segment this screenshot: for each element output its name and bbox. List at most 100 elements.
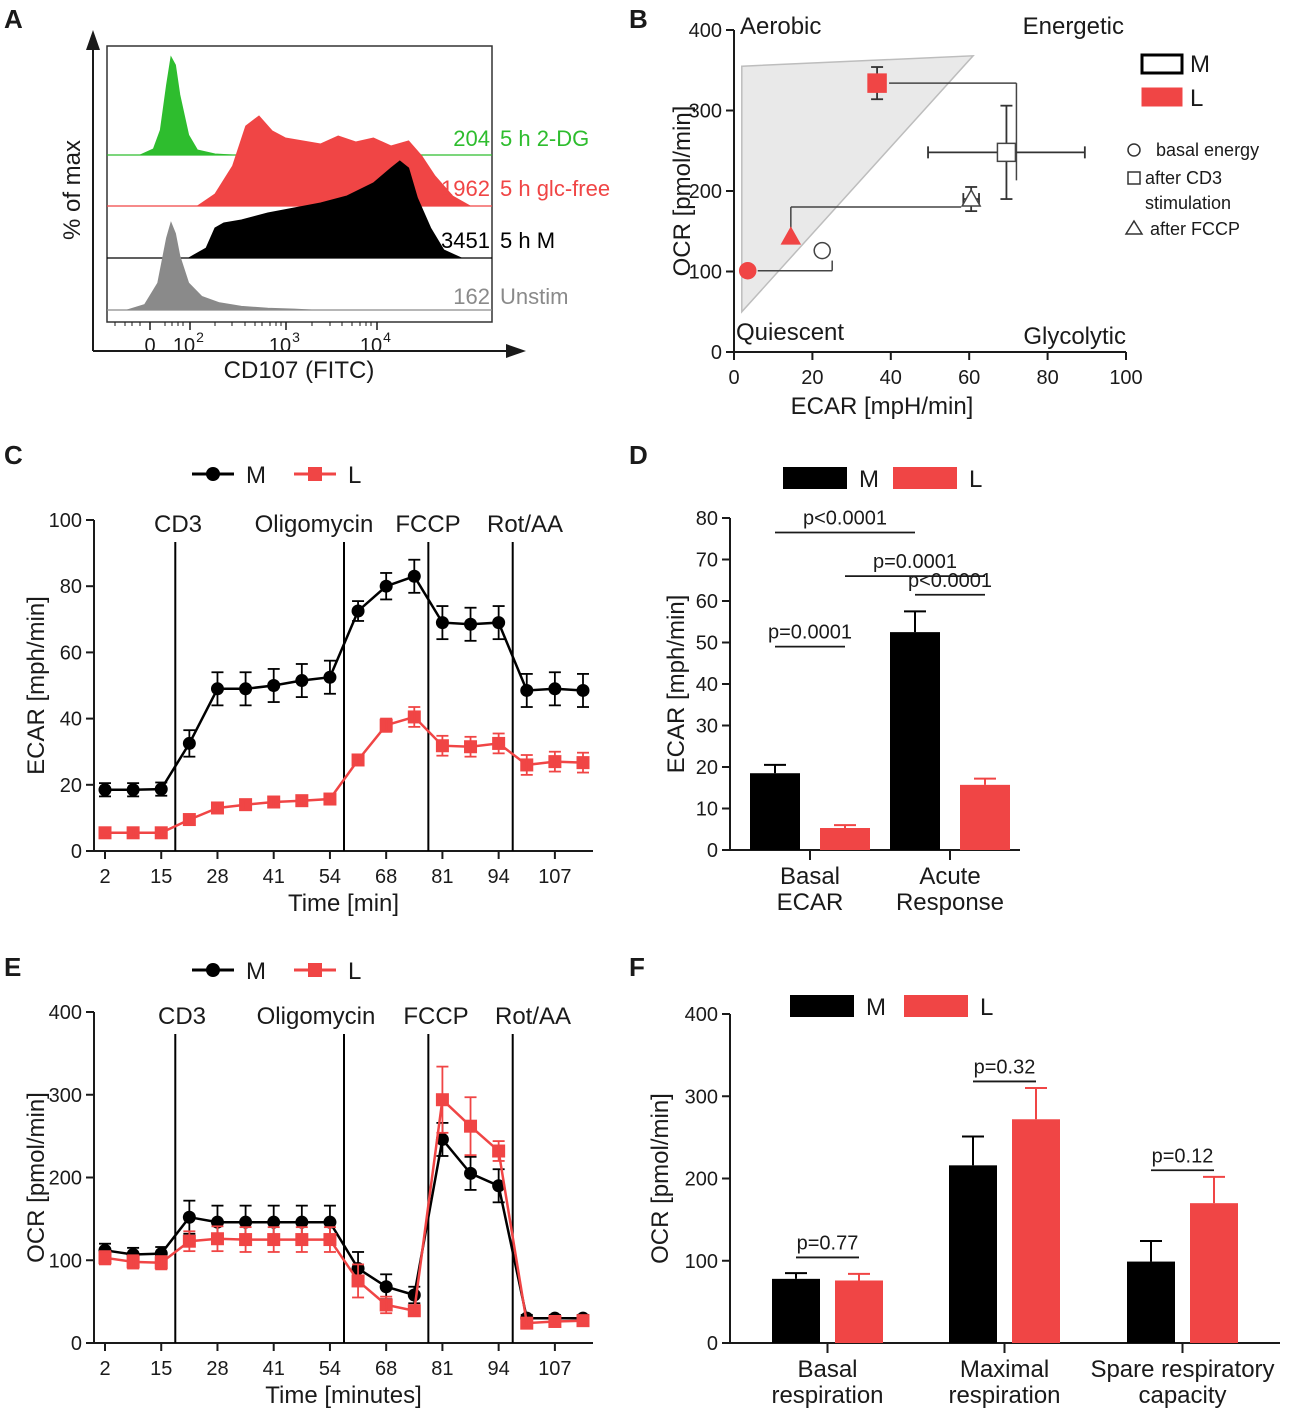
- category-label-0-line1: Basal: [780, 863, 840, 890]
- injection-label-0: CD3: [158, 1003, 206, 1030]
- errbar-m-8: [323, 659, 336, 695]
- legend-label-l: L: [348, 958, 361, 985]
- panel-letter-e: E: [4, 952, 21, 982]
- bar-l-1: [1012, 1119, 1060, 1343]
- errbar-m-7: [295, 663, 308, 698]
- y-axis-label: OCR [pmol/min]: [669, 106, 696, 277]
- y-tick-label-4: 400: [49, 1002, 82, 1024]
- y-tick-label-0: 0: [71, 841, 82, 863]
- point-L-fccp: [780, 226, 802, 245]
- y-axis-label: OCR [pmol/min]: [647, 1093, 674, 1264]
- errbar-m-0: [785, 1272, 807, 1279]
- connector-1: [790, 206, 962, 229]
- errbar-l-2: [1203, 1175, 1225, 1204]
- bar-m-1: [949, 1165, 997, 1343]
- y-tick-label-2: 200: [685, 1169, 718, 1191]
- errbar-m-10: [380, 572, 393, 601]
- legend-shape-triangle: [1124, 219, 1144, 235]
- x-tick-label-3: 41: [263, 866, 285, 888]
- y-axis-label: % of max: [59, 140, 86, 240]
- panel-letter-a: A: [4, 4, 23, 34]
- category-label-1-line2: respiration: [948, 1382, 1060, 1409]
- quadrant-label-glycolytic: Glycolytic: [1023, 323, 1126, 350]
- x-axis-label: Time [min]: [288, 890, 399, 917]
- y-tick-label-3: 300: [685, 1086, 718, 1108]
- errbar-l-13: [464, 1096, 477, 1157]
- y-tick-label-2: 40: [60, 709, 82, 731]
- injection-label-0: CD3: [154, 511, 202, 538]
- errbar-l-14: [492, 1140, 505, 1162]
- errbar-l-5: [239, 798, 252, 811]
- errbar-l-0: [99, 1250, 111, 1266]
- x-axis-label: Time [minutes]: [265, 1382, 421, 1409]
- errbar-l-17: [577, 751, 589, 774]
- quadrant-label-aerobic: Aerobic: [740, 13, 821, 40]
- y-tick-label-0: 0: [707, 840, 718, 862]
- series-line-m: [105, 574, 584, 792]
- x-tick-label-8: 107: [538, 866, 571, 888]
- x-tick-sup-1: 2: [196, 329, 204, 345]
- x-tick-label-0: 2: [99, 1358, 110, 1380]
- errbar-m-2: [1140, 1240, 1162, 1262]
- errbar-l-1: [127, 1254, 140, 1270]
- y-tick-label-1: 100: [689, 262, 722, 284]
- x-tick-label-3: 60: [958, 367, 980, 389]
- errbar-m-5: [239, 671, 252, 707]
- y-tick-label-2: 200: [49, 1168, 82, 1190]
- histogram-label-2: 5 h M: [500, 228, 555, 253]
- energy-shaded-region: [741, 54, 975, 314]
- x-tick-label-2: 40: [880, 367, 902, 389]
- panel-letter-c: C: [4, 440, 23, 470]
- x-tick-label-6: 81: [431, 1358, 453, 1380]
- errbar-l-5: [239, 1226, 252, 1253]
- errbar-l-0: [834, 824, 856, 829]
- x-tick-label-1: 10: [173, 335, 195, 357]
- x-tick-label-7: 94: [488, 866, 510, 888]
- errbar-m-1: [127, 782, 140, 798]
- errbar-l-1: [974, 777, 996, 785]
- x-tick-label-0: 2: [99, 866, 110, 888]
- y-tick-label-8: 80: [696, 508, 718, 530]
- errbar-m-0: [764, 763, 786, 774]
- significance-label-0: p=0.77: [797, 1232, 859, 1254]
- errbar-l-15: [520, 1318, 533, 1329]
- x-tick-label-0: 0: [728, 367, 739, 389]
- category-label-1-line2: Response: [896, 889, 1004, 916]
- y-tick-label-4: 400: [685, 1004, 718, 1026]
- legend-marker-l: [308, 963, 322, 977]
- bar-l-2: [1190, 1203, 1238, 1343]
- errbar-l-9: [352, 1263, 365, 1299]
- x-tick-label-8: 107: [538, 1358, 571, 1380]
- x-tick-label-4: 80: [1036, 367, 1058, 389]
- legend-label-l: L: [969, 466, 982, 493]
- x-axis-label: ECAR [mpH/min]: [791, 393, 974, 420]
- errbar-m-13: [464, 1155, 477, 1191]
- errbar-m-15: [520, 673, 533, 708]
- point-L-cd3: [867, 73, 887, 93]
- x-tick-label-5: 100: [1109, 367, 1142, 389]
- x-tick-label-5: 68: [375, 1358, 397, 1380]
- errbar-l-4: [211, 1225, 224, 1253]
- errbar-l-8: [323, 1226, 336, 1253]
- errbar-m-6: [267, 668, 280, 703]
- panel-letter-d: D: [629, 440, 648, 470]
- x-tick-label-4: 54: [319, 866, 341, 888]
- significance-label-3: p=0.0001: [768, 622, 852, 644]
- errbar-l-4: [211, 802, 224, 814]
- injection-label-1: Oligomycin: [257, 1003, 376, 1030]
- errbar-m-14: [492, 605, 505, 641]
- y-tick-label-2: 200: [689, 181, 722, 203]
- errbar-l-0: [848, 1272, 870, 1281]
- injection-label-2: FCCP: [395, 511, 460, 538]
- significance-label-2: p<0.0001: [908, 570, 992, 592]
- legend-label-m: M: [1190, 51, 1210, 78]
- errbar-l-12: [436, 1065, 449, 1134]
- errbar-m-1: [904, 610, 926, 633]
- panel-letter-b: B: [629, 4, 648, 34]
- y-tick-label-1: 100: [685, 1251, 718, 1273]
- legend-shape-circle: [1127, 143, 1141, 157]
- x-tick-label-6: 81: [431, 866, 453, 888]
- y-tick-label-1: 20: [60, 775, 82, 797]
- histogram-series-3: [126, 221, 312, 311]
- errbar-m-1: [962, 1135, 984, 1166]
